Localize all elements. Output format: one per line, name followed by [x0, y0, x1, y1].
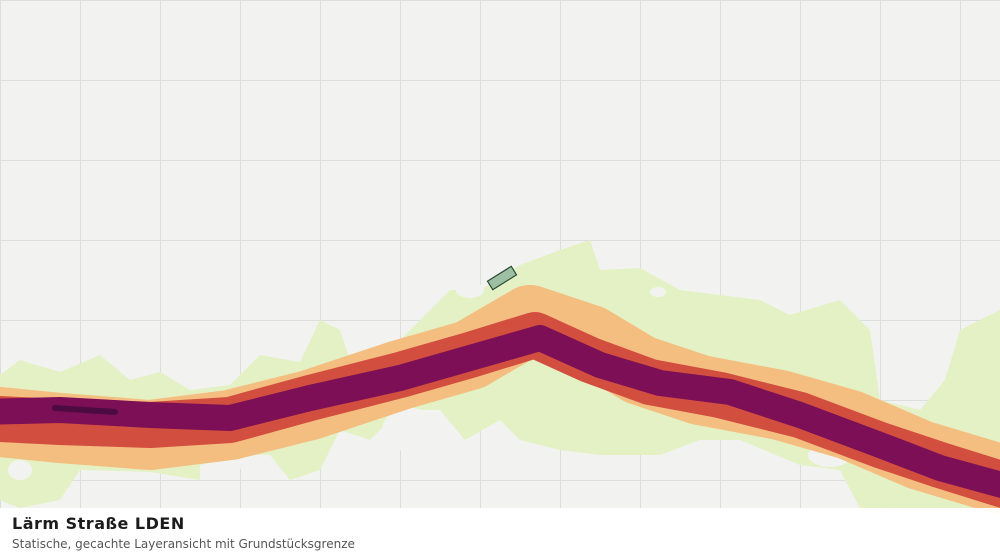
noise-bands [0, 285, 1000, 516]
noise-band-extreme [52, 405, 118, 415]
layer-title: Lärm Straße LDEN [12, 514, 185, 533]
layer-subtitle: Statische, gecachte Layeransicht mit Gru… [12, 537, 355, 551]
parcel-boundary [486, 265, 518, 291]
info-panel: Lärm Straße LDEN Statische, gecachte Lay… [0, 508, 1000, 560]
noise-band-very-high [0, 325, 1000, 498]
